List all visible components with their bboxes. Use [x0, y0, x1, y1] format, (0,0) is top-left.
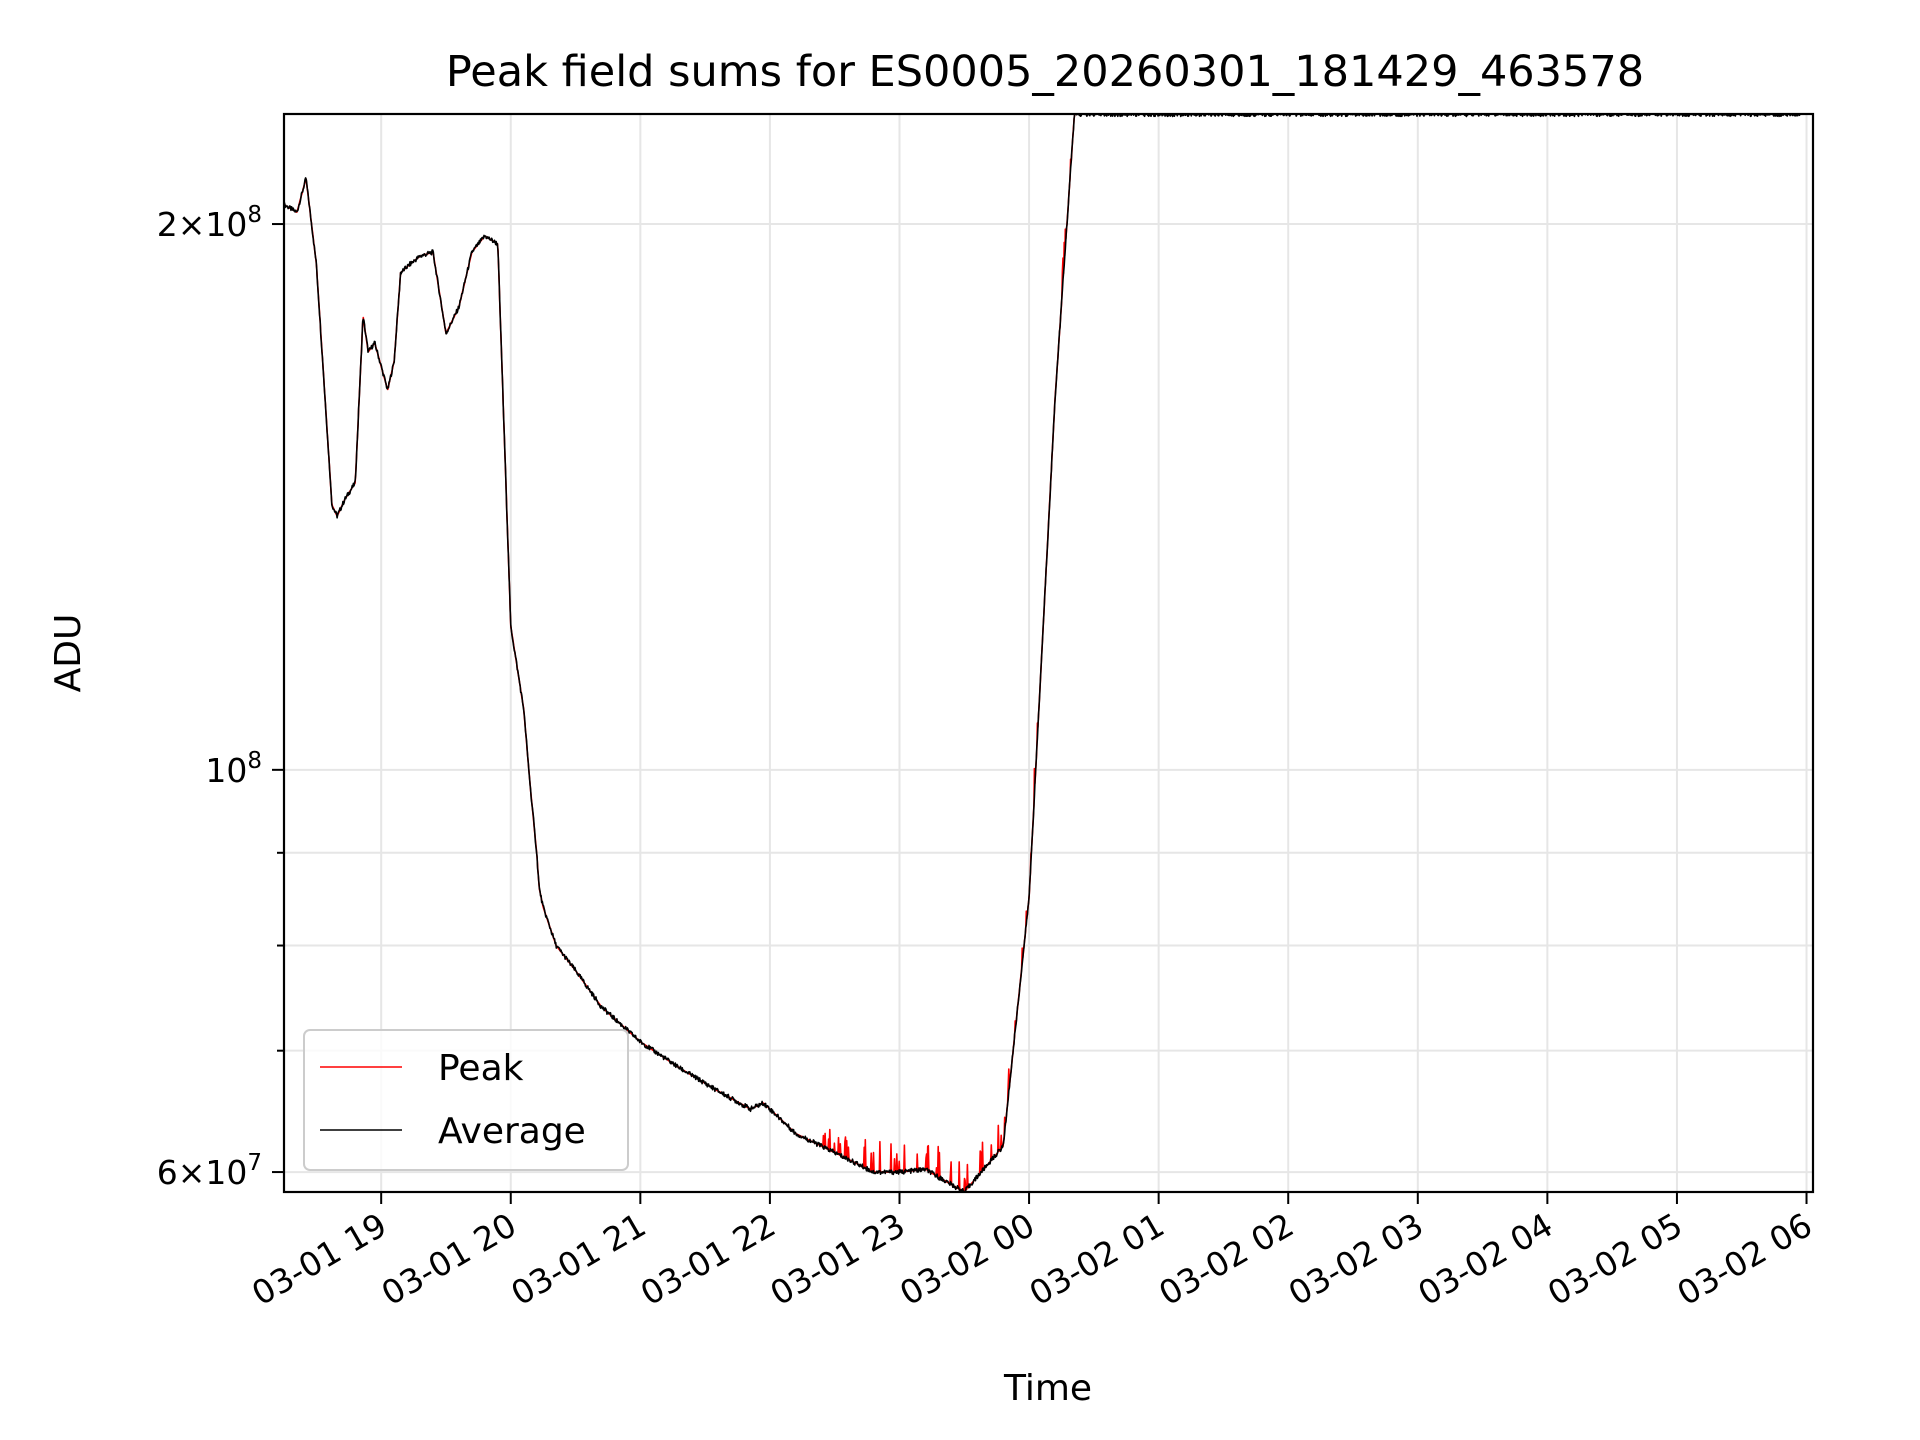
y-tick-label: 6×107	[157, 1150, 262, 1192]
plot-frame	[282, 112, 1815, 1194]
x-axis-label: Time	[1003, 1368, 1092, 1409]
legend[interactable]: Peak Average	[303, 1029, 629, 1171]
chart-title: Peak field sums for ES0005_20260301_1814…	[446, 47, 1644, 97]
y-axis-label: ADU	[48, 614, 89, 693]
y-tick-label: 2×108	[157, 202, 262, 244]
average-line	[284, 114, 1801, 1192]
series-average	[284, 114, 1801, 1192]
grid	[284, 114, 1813, 1192]
legend-label-average: Average	[438, 1111, 586, 1152]
legend-box	[303, 1029, 629, 1171]
legend-label-peak: Peak	[438, 1048, 524, 1089]
